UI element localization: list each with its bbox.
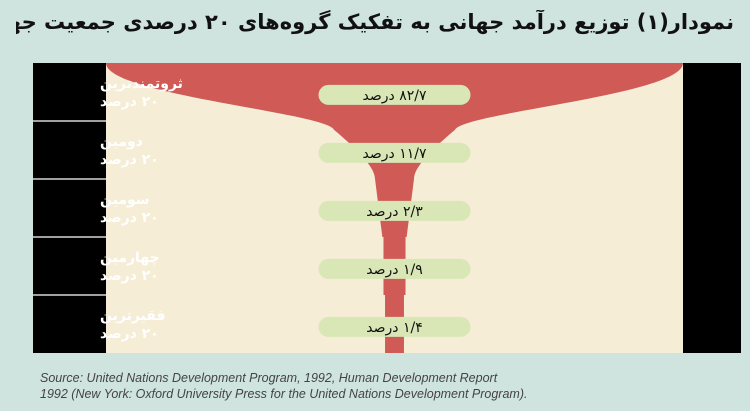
- value-label-3: ۲/۳ درصد: [366, 204, 423, 220]
- row-label-1: ثروتمندترین ۲۰ درصد: [100, 76, 183, 110]
- row-label-2: دومین ۲۰ درصد: [100, 134, 159, 168]
- value-pill-4: [318, 258, 471, 279]
- row-label-3: سومین ۲۰ درصد: [100, 192, 159, 226]
- funnel-chart: ثروتمندترین ۲۰ درصد ۸۲/۷ درصد دومین ۲۰ درصد ۱…: [33, 63, 741, 353]
- value-label-2: ۱۱/۷ درصد: [363, 146, 427, 162]
- value-label-1: ۸۲/۷ درصد: [363, 88, 427, 104]
- value-label-5: ۱/۴ درصد: [366, 320, 422, 336]
- source-line-2: 1992 (New York: Oxford University Press …: [40, 387, 528, 401]
- chart-panel: ثروتمندترین ۲۰ درصد ۸۲/۷ درصد دومین ۲۰ درصد ۱…: [33, 63, 741, 353]
- value-pill-1: [318, 84, 471, 105]
- value-pill-2: [318, 142, 471, 163]
- chart-title: نمودار(۱) توزیع درآمد جهانی به تفکیک گرو…: [16, 10, 734, 34]
- value-pill-5: [318, 316, 471, 337]
- row-label-4: چهارمین ۲۰ درصد: [100, 250, 160, 284]
- value-label-4: ۱/۹ درصد: [366, 262, 422, 278]
- funnel-segment-top: [106, 63, 683, 179]
- source-note: Source: United Nations Development Progr…: [40, 370, 738, 402]
- source-line-1: Source: United Nations Development Progr…: [40, 371, 498, 385]
- value-pill-3: [318, 200, 471, 221]
- row-label-5: فقیرترین ۲۰ درصد: [100, 308, 166, 342]
